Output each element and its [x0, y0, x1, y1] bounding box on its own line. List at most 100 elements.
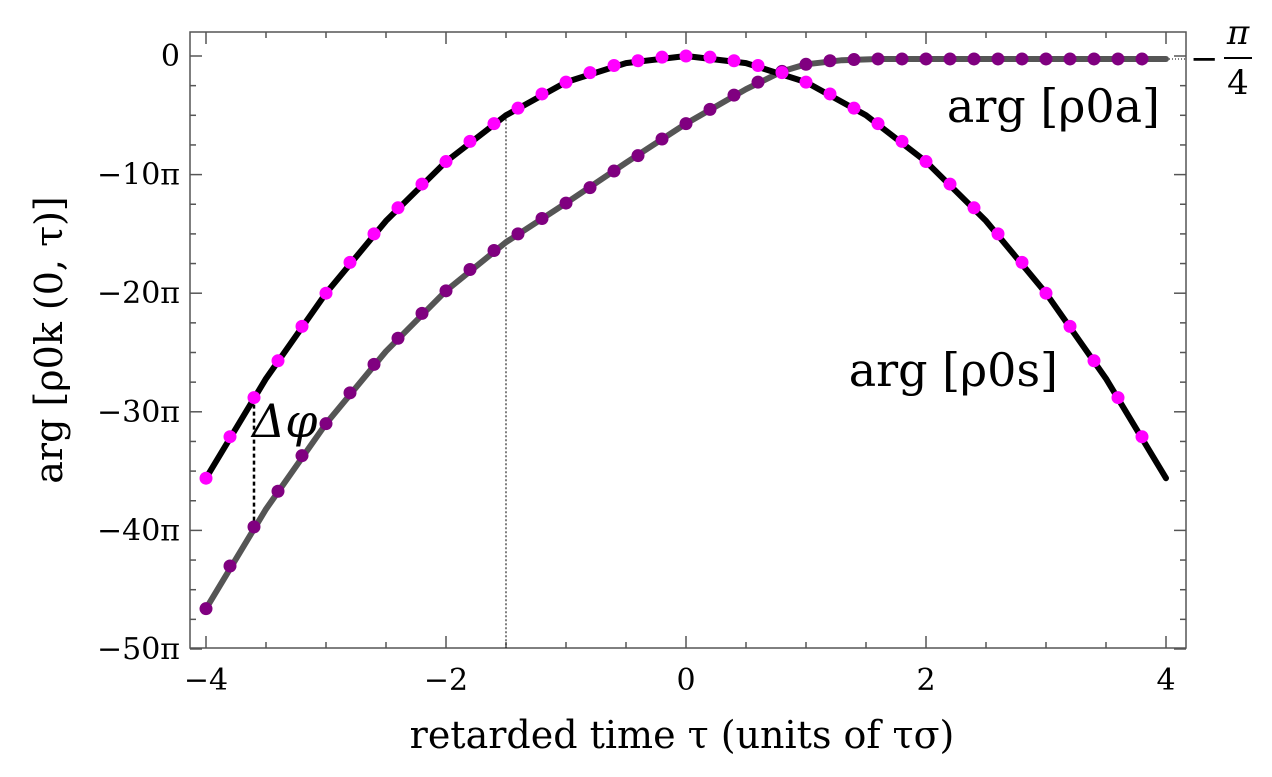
series-s-point [751, 58, 765, 72]
series-s-point [319, 286, 333, 300]
rho-a-label: arg [ρ0a] [947, 79, 1160, 133]
series-s-point [463, 134, 477, 148]
series-s-point [703, 50, 717, 64]
series-lines [203, 53, 1169, 612]
series-s-point [967, 201, 981, 215]
series-s-point [367, 227, 381, 241]
series-s-point [271, 354, 285, 368]
series-s-point [1015, 255, 1029, 269]
series-s-point [343, 255, 357, 269]
series-a-point [1015, 52, 1029, 66]
series-a-point [199, 602, 213, 616]
y-tick-label: −30π [97, 395, 180, 430]
series-s-point [895, 134, 909, 148]
x-axis-title: retarded time τ (units of τσ) [410, 713, 955, 757]
series-s-point [727, 54, 741, 68]
x-tick-label: 2 [916, 663, 935, 698]
series-a-point [967, 52, 981, 66]
x-tick-label: −4 [184, 663, 228, 698]
series-s-point [991, 227, 1005, 241]
series-a-point [415, 306, 429, 320]
series-s-point [607, 58, 621, 72]
y-tick-labels: 0 −10π −20π −30π −40π −50π [97, 39, 180, 667]
series-a-point [727, 88, 741, 102]
delta-phi-label: Δφ [250, 394, 318, 448]
x-tick-label: 4 [1156, 663, 1175, 698]
major-ticks [190, 32, 1186, 650]
rho-s-label: arg [ρ0s] [849, 343, 1058, 397]
series-s-point [439, 155, 453, 169]
series-a-point [1135, 52, 1149, 66]
pi-quarter-minus: − [1190, 39, 1219, 79]
series-a-point [439, 284, 453, 298]
x-tick-label: −2 [424, 663, 468, 698]
series-a-point [943, 52, 957, 66]
series-a-point [991, 52, 1005, 66]
series-a-point [463, 262, 477, 276]
series-a-point [367, 357, 381, 371]
series-s-point [1135, 430, 1149, 444]
series-a-point [919, 52, 933, 66]
series-a-point [895, 52, 909, 66]
series-a-point [1039, 52, 1053, 66]
y-axis-title: arg [ρ0k (0, τ)] [27, 196, 71, 484]
series-a-point [247, 520, 261, 534]
x-tick-labels: −4 −2 0 2 4 [184, 663, 1176, 698]
series-a-point [799, 57, 813, 71]
series-s-point [871, 117, 885, 131]
series-a-point [1111, 52, 1125, 66]
minor-ticks [190, 32, 1186, 648]
series-s-point [511, 101, 525, 115]
pi-quarter-denominator: 4 [1227, 63, 1249, 103]
series-a-line [203, 56, 1169, 612]
series-a-point [1087, 52, 1101, 66]
pi-quarter-numerator: π [1226, 13, 1250, 53]
series-a-point [319, 417, 333, 431]
series-a-point [343, 386, 357, 400]
series-a-point [847, 53, 861, 67]
series-a-point [871, 52, 885, 66]
series-s-point [1087, 354, 1101, 368]
y-tick-label: −40π [97, 513, 180, 548]
series-s-point [799, 75, 813, 89]
series-s-point [199, 471, 213, 485]
series-s-point [823, 87, 837, 101]
guide-lines [252, 58, 1186, 648]
series-s-point [943, 177, 957, 191]
series-s-point [583, 66, 597, 80]
series-a-point [559, 196, 573, 210]
plot-frame [189, 31, 1187, 649]
series-a-point [391, 331, 405, 345]
series-s-point [679, 49, 693, 63]
series-s-point [487, 117, 501, 131]
series-s-point [847, 101, 861, 115]
series-a-point [679, 117, 693, 131]
y-tick-label: 0 [161, 39, 180, 74]
series-s-point [223, 430, 237, 444]
series-a-point [1063, 52, 1077, 66]
y-tick-label: −50π [97, 632, 180, 667]
series-s-point [391, 201, 405, 215]
series-s-point [295, 319, 309, 333]
series-a-point [655, 132, 669, 146]
y-tick-label: −20π [97, 276, 180, 311]
series-a-point [535, 211, 549, 225]
series-s-point [535, 87, 549, 101]
series-s-point [775, 66, 789, 80]
series-s-point [655, 50, 669, 64]
series-a-point [607, 164, 621, 178]
series-a-point [823, 54, 837, 68]
series-a-point [511, 227, 525, 241]
series-a-point [703, 102, 717, 116]
series-a-point [295, 449, 309, 463]
series-s-point [1063, 319, 1077, 333]
series-a-point [751, 75, 765, 89]
series-a-point [271, 484, 285, 498]
series-s-point [247, 391, 261, 405]
series-a-point [223, 559, 237, 573]
series-s-point [631, 54, 645, 68]
series-a-point [631, 149, 645, 163]
x-tick-label: 0 [676, 663, 695, 698]
series-s-point [1039, 286, 1053, 300]
